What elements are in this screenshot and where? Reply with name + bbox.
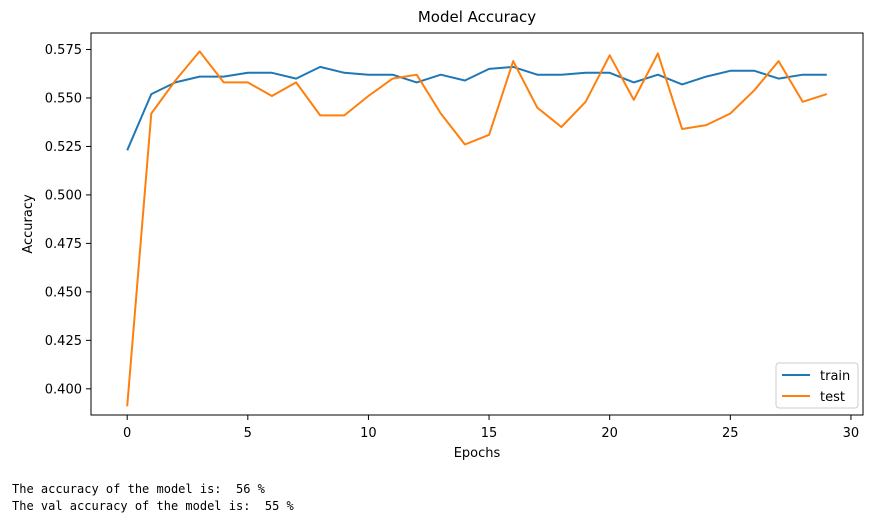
plot-frame [90, 32, 864, 416]
model-accuracy-output: The accuracy of the model is: 56 % [12, 482, 265, 496]
y-tick-label: 0.525 [45, 140, 82, 155]
x-axis: 0 5 10 15 20 25 30 [123, 415, 859, 441]
y-tick-label: 0.475 [45, 237, 82, 252]
x-tick-label: 25 [722, 426, 739, 441]
accuracy-chart: Model Accuracy 0 5 10 15 20 25 30 0.4000.4250.… [21, 8, 864, 461]
series-line-train [126, 65, 827, 151]
y-tick-label: 0.550 [45, 91, 82, 106]
x-tick-label: 20 [601, 426, 618, 441]
y-tick-label: 0.425 [45, 334, 82, 349]
x-tick-label: 0 [123, 426, 131, 441]
y-tick-label: 0.400 [45, 382, 82, 397]
x-tick-label: 10 [360, 426, 377, 441]
val-accuracy-output: The val accuracy of the model is: 55 % [12, 499, 294, 513]
y-tick-label: 0.450 [45, 285, 82, 300]
legend-label-test: test [820, 390, 845, 405]
y-axis: 0.400 0.425 0.450 0.475 0.500 0.525 0.550 0.575 [45, 43, 91, 397]
series-line-test [126, 50, 828, 407]
series-layer [126, 50, 828, 407]
y-axis-label: Accuracy [21, 194, 36, 254]
legend: train test [775, 362, 859, 409]
x-tick-label: 5 [244, 426, 252, 441]
x-tick-label: 15 [481, 426, 498, 441]
y-tick-label: 0.575 [45, 43, 82, 58]
chart-title: Model Accuracy [418, 8, 536, 26]
legend-label-train: train [820, 369, 850, 384]
y-tick-label: 0.500 [45, 188, 82, 203]
x-axis-label: Epochs [454, 446, 501, 461]
x-tick-label: 30 [843, 426, 860, 441]
